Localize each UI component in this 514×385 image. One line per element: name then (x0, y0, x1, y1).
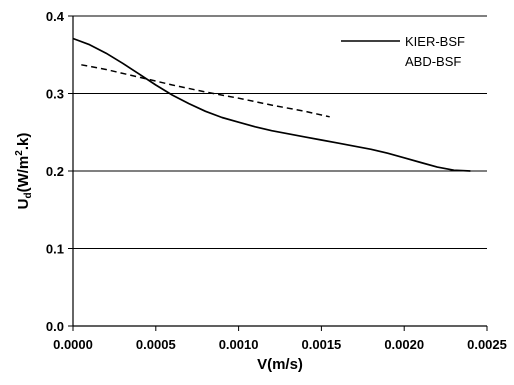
y-tick-label: 0.1 (46, 242, 64, 257)
legend: KIER-BSF ABD-BSF (341, 34, 465, 69)
gridlines (73, 15, 487, 249)
y-ticks: 0.0 0.1 0.2 0.3 0.4 (46, 9, 73, 334)
y-tick-label: 0.2 (46, 164, 64, 179)
y-tick-label: 0.0 (46, 319, 64, 334)
x-tick-label: 0.0000 (53, 337, 93, 352)
x-tick-label: 0.0010 (219, 337, 259, 352)
y-tick-label: 0.4 (46, 9, 65, 24)
series-lines (72, 37, 471, 172)
x-tick-label: 0.0020 (384, 337, 424, 352)
y-tick-label: 0.3 (46, 87, 64, 102)
x-tick-label: 0.0005 (136, 337, 176, 352)
legend-label-abd-bsf: ABD-BSF (405, 54, 461, 69)
legend-label-kier-bsf: KIER-BSF (405, 34, 465, 49)
x-axis-title: V(m/s) (257, 356, 303, 373)
x-ticks: 0.0000 0.0005 0.0010 0.0015 0.0020 0.0025 (53, 326, 507, 352)
x-tick-label: 0.0025 (467, 337, 507, 352)
series-line-abd-bsf (81, 64, 330, 118)
series-line-kier-bsf (72, 37, 471, 172)
x-tick-label: 0.0015 (302, 337, 342, 352)
y-axis-title: Ud(W/m2.k) (14, 133, 34, 210)
